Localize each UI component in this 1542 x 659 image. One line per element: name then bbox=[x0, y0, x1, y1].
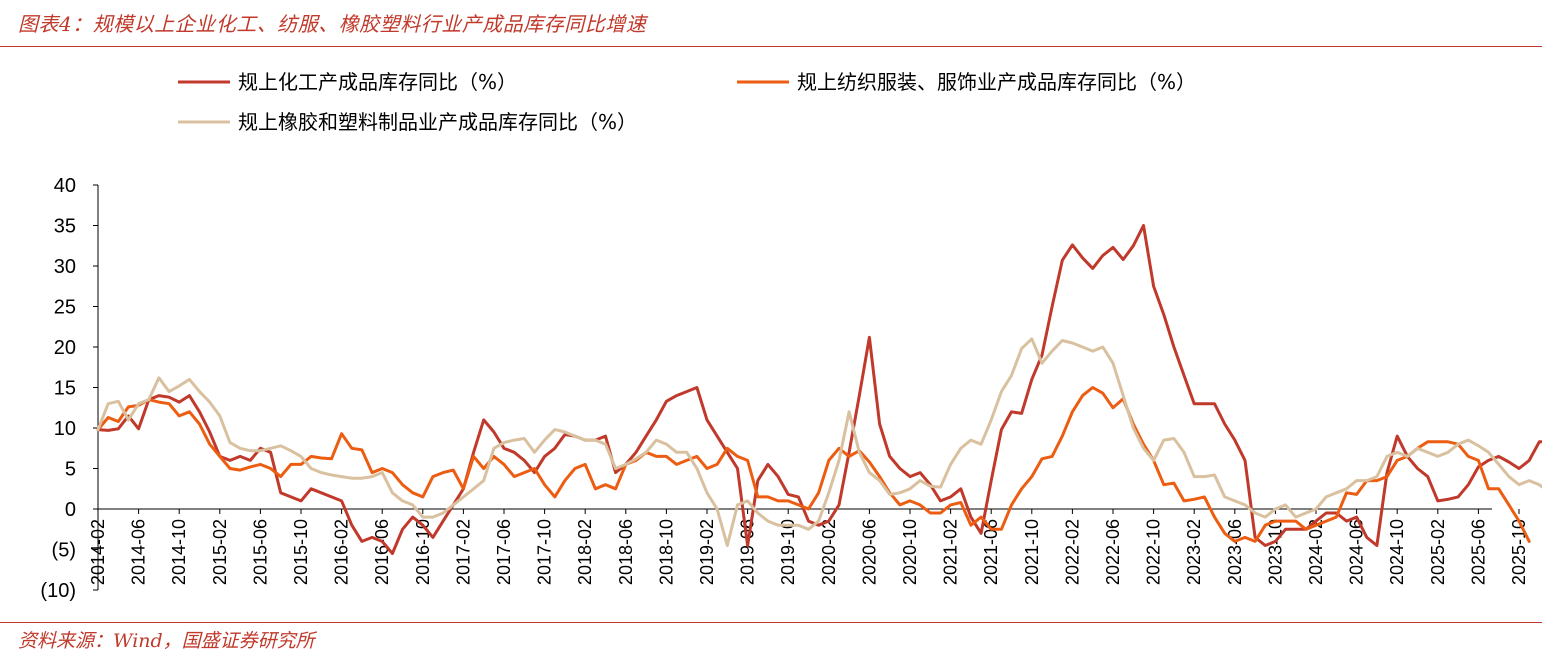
x-tick-label: 2014-10 bbox=[169, 519, 189, 585]
x-tick-label: 2014-06 bbox=[129, 519, 149, 585]
x-tick-label: 2023-10 bbox=[1265, 519, 1285, 585]
y-tick-label: 5 bbox=[65, 459, 76, 481]
x-tick-label: 2020-10 bbox=[900, 519, 920, 585]
axes: 40 35 30 25 20 15 10 5 0 (5) (10) 2014-02 2014-06 201… bbox=[40, 175, 1529, 602]
y-tick-label: 10 bbox=[54, 418, 76, 440]
x-tick-label: 2018-06 bbox=[616, 519, 636, 585]
x-tick-label: 2015-02 bbox=[210, 519, 230, 585]
legend: 规上化工产成品库存同比（%） 规上纺织服装、服饰业产成品库存同比（%） 规上橡胶和塑… bbox=[178, 70, 1196, 134]
title-rule bbox=[0, 46, 1542, 47]
x-tick-label: 2024-06 bbox=[1347, 519, 1367, 585]
x-tick-label: 2019-10 bbox=[778, 519, 798, 585]
source-note: 资料来源：Wind，国盛证券研究所 bbox=[18, 630, 315, 652]
x-tick-label: 2022-06 bbox=[1103, 519, 1123, 585]
x-tick-label: 2015-06 bbox=[250, 519, 270, 585]
x-tick-label: 2016-02 bbox=[332, 519, 352, 585]
x-tick-label: 2023-06 bbox=[1225, 519, 1245, 585]
x-tick-label: 2017-02 bbox=[453, 519, 473, 585]
x-tick-label: 2022-10 bbox=[1144, 519, 1164, 585]
footer-rule bbox=[0, 622, 1542, 623]
x-tick-label: 2021-10 bbox=[1022, 519, 1042, 585]
series-line-3 bbox=[96, 337, 1542, 547]
y-tick-label: 25 bbox=[54, 297, 76, 319]
x-tick-label: 2020-06 bbox=[859, 519, 879, 585]
x-tick-label: 2014-02 bbox=[88, 519, 108, 585]
x-tick-label: 2025-06 bbox=[1468, 519, 1488, 585]
legend-label-2: 规上纺织服装、服饰业产成品库存同比（%） bbox=[797, 70, 1196, 94]
x-tick-label: 2024-02 bbox=[1306, 519, 1326, 585]
plot-area bbox=[96, 224, 1542, 555]
x-tick-label: 2022-02 bbox=[1062, 519, 1082, 585]
x-tick-label: 2019-06 bbox=[738, 519, 758, 585]
x-tick-label: 2018-10 bbox=[656, 519, 676, 585]
x-tick-label: 2015-10 bbox=[291, 519, 311, 585]
x-tick-label: 2024-10 bbox=[1387, 519, 1407, 585]
legend-label-1: 规上化工产成品库存同比（%） bbox=[238, 70, 517, 94]
x-tick-label: 2017-10 bbox=[535, 519, 555, 585]
series-line-2 bbox=[96, 386, 1531, 543]
x-tick-label: 2025-10 bbox=[1509, 519, 1529, 585]
x-tick-label: 2020-02 bbox=[819, 519, 839, 585]
x-tick-label: 2016-06 bbox=[372, 519, 392, 585]
y-tick-label: 40 bbox=[54, 175, 76, 197]
series-line-1 bbox=[96, 224, 1542, 555]
y-tick-label: 0 bbox=[65, 499, 76, 521]
y-tick-label: 15 bbox=[54, 378, 76, 400]
y-tick-label: (5) bbox=[52, 540, 76, 562]
x-tick-label: 2021-06 bbox=[981, 519, 1001, 585]
legend-label-3: 规上橡胶和塑料制品业产成品库存同比（%） bbox=[238, 110, 637, 134]
x-tick-label: 2019-02 bbox=[697, 519, 717, 585]
y-tick-label: 35 bbox=[54, 216, 76, 238]
x-tick-label: 2021-02 bbox=[941, 519, 961, 585]
x-tick-label: 2016-10 bbox=[413, 519, 433, 585]
y-tick-label: 20 bbox=[54, 337, 76, 359]
x-tick-label: 2023-02 bbox=[1184, 519, 1204, 585]
x-tick-label: 2017-06 bbox=[494, 519, 514, 585]
figure-title: 图表4：规模以上企业化工、纺服、橡胶塑料行业产成品库存同比增速 bbox=[18, 12, 647, 36]
y-tick-label: 30 bbox=[54, 256, 76, 278]
y-tick-label: (10) bbox=[40, 580, 76, 602]
x-tick-label: 2025-02 bbox=[1428, 519, 1448, 585]
x-tick-label: 2018-02 bbox=[575, 519, 595, 585]
